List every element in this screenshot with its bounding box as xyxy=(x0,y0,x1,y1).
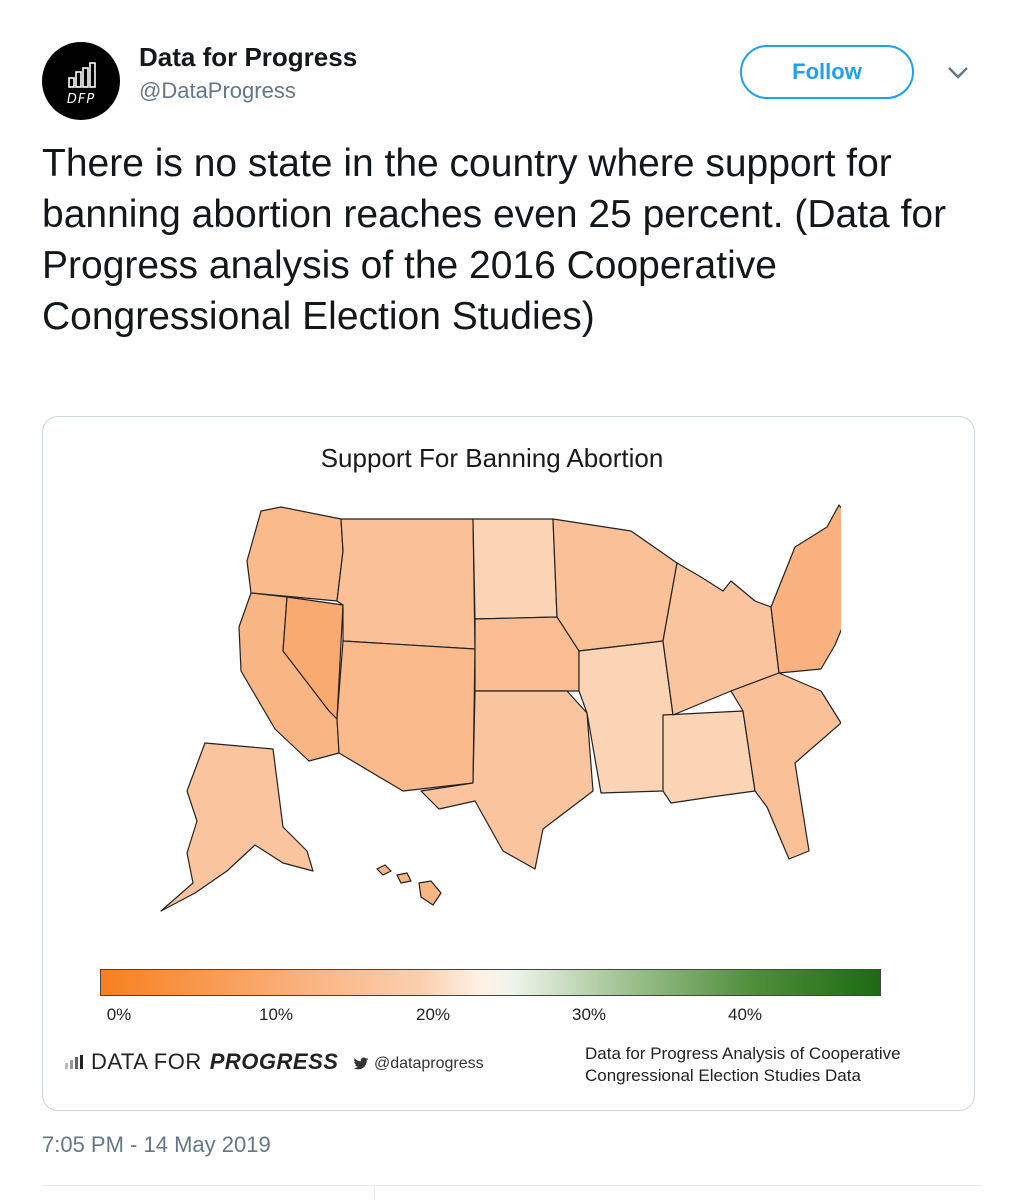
avatar-label: DFP xyxy=(66,92,96,107)
region-pacific-northwest xyxy=(246,506,344,602)
tweet-timestamp[interactable]: 7:05 PM - 14 May 2019 xyxy=(42,1132,271,1157)
twitter-credit: @dataprogress xyxy=(353,1055,484,1073)
legend-tick-20: 20% xyxy=(415,1005,451,1024)
region-central-plains xyxy=(474,616,580,692)
region-upper-midwest xyxy=(552,518,678,652)
legend-tick-30: 30% xyxy=(571,1005,607,1024)
region-southwest xyxy=(336,640,476,792)
legend-tick-10: 10% xyxy=(258,1005,294,1024)
divider xyxy=(42,1185,982,1186)
region-northeast xyxy=(770,504,841,674)
chevron-down-icon[interactable] xyxy=(945,64,971,82)
tweet-media-card[interactable]: Support For Banning Abortion 0% 10% 20% … xyxy=(42,416,975,1111)
legend-colorbar xyxy=(100,969,881,996)
region-mountain-west xyxy=(336,518,476,650)
twitter-bird-icon xyxy=(353,1057,369,1070)
follow-button[interactable]: Follow xyxy=(740,45,914,99)
avatar[interactable]: DFP xyxy=(42,42,120,120)
region-great-lakes xyxy=(662,562,780,716)
logo-text-right: PROGRESS xyxy=(209,1049,339,1074)
region-hawaii xyxy=(376,864,442,906)
twitter-handle-text: @dataprogress xyxy=(374,1055,484,1072)
bar-chart-icon xyxy=(68,62,96,88)
dfp-logo: DATA FOR PROGRESS xyxy=(65,1049,338,1075)
region-northern-plains xyxy=(472,518,558,620)
region-texas xyxy=(420,690,594,870)
source-note: Data for Progress Analysis of Cooperativ… xyxy=(585,1044,901,1085)
divider-tick xyxy=(374,1185,375,1200)
region-southeast xyxy=(730,672,841,860)
chart-title: Support For Banning Abortion xyxy=(320,443,664,473)
logo-text-left: DATA FOR xyxy=(91,1049,202,1074)
legend-tick-40: 40% xyxy=(727,1005,763,1024)
bar-chart-icon xyxy=(65,1055,83,1069)
tweet-text: There is no state in the country where s… xyxy=(42,142,947,338)
legend-tick-0: 0% xyxy=(106,1005,132,1024)
region-deep-south xyxy=(662,710,756,804)
author-name[interactable]: Data for Progress xyxy=(139,42,358,72)
region-nevada xyxy=(282,596,344,720)
author-handle[interactable]: @DataProgress xyxy=(139,78,296,103)
region-alaska xyxy=(160,742,314,912)
us-choropleth-map xyxy=(160,504,841,912)
region-south-central xyxy=(578,640,674,794)
